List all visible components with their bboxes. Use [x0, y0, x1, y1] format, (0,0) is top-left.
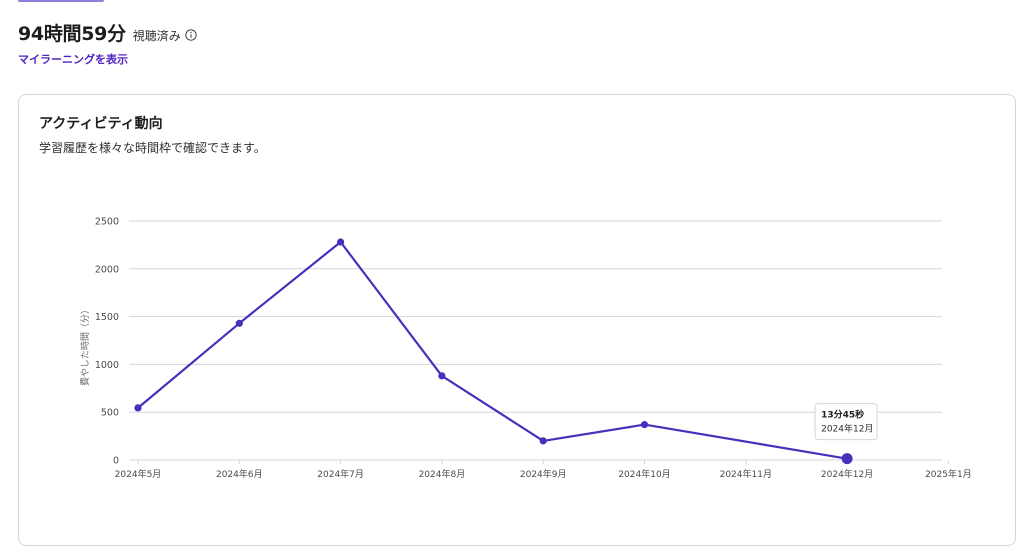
watched-label: 視聴済み	[132, 29, 181, 43]
total-watch-time: 94時間59分	[18, 23, 126, 45]
tooltip-date: 2024年12月	[821, 423, 873, 435]
x-tick-label: 2024年12月	[821, 468, 873, 480]
y-tick-label: 2500	[95, 217, 119, 228]
x-tick-label: 2024年9月	[520, 468, 567, 480]
y-tick-label: 2000	[95, 264, 119, 275]
activity-card: アクティビティ動向 学習履歴を様々な時間枠で確認できます。 0 500 1000 15…	[18, 94, 1016, 546]
y-tick-label: 1000	[95, 360, 119, 371]
data-point	[539, 437, 547, 445]
y-axis-label: 費やした時間（分）	[79, 305, 91, 386]
data-point	[235, 319, 243, 327]
data-point	[438, 372, 446, 380]
card-subtitle: 学習履歴を様々な時間枠で確認できます。	[39, 141, 266, 155]
watch-summary: 94時間59分 視聴済み	[18, 19, 197, 46]
x-tick-label: 2024年10月	[618, 468, 670, 480]
card-title: アクティビティ動向	[39, 116, 163, 132]
x-tick-label: 2025年1月	[925, 468, 972, 480]
my-learning-link[interactable]: マイラーニングを表示	[18, 53, 128, 66]
x-tick-label: 2024年6月	[216, 468, 263, 480]
tooltip-box	[814, 403, 878, 441]
series-line	[137, 240, 848, 460]
x-tick-label: 2024年11月	[720, 468, 772, 480]
x-tick-label: 2024年8月	[419, 468, 466, 480]
data-point	[337, 238, 345, 246]
data-point	[640, 421, 649, 429]
y-tick-label: 500	[101, 408, 119, 419]
tooltip-value: 13分45秒	[821, 409, 864, 421]
y-tick-label: 0	[113, 456, 119, 467]
y-tick-label: 1500	[95, 312, 119, 323]
x-tick-label: 2024年7月	[317, 468, 364, 480]
chart-tooltip: 13分45秒 2024年12月	[814, 403, 878, 441]
highlighted-data-point	[841, 453, 853, 465]
selected-tab-indicator	[18, 0, 104, 2]
info-icon[interactable]	[185, 28, 197, 41]
data-point	[134, 404, 142, 412]
activity-line-chart: 0 500 1000 1500 2000 2500 2024年5月 2024年6月 2024年7…	[79, 217, 972, 481]
x-tick-label: 2024年5月	[115, 468, 162, 480]
